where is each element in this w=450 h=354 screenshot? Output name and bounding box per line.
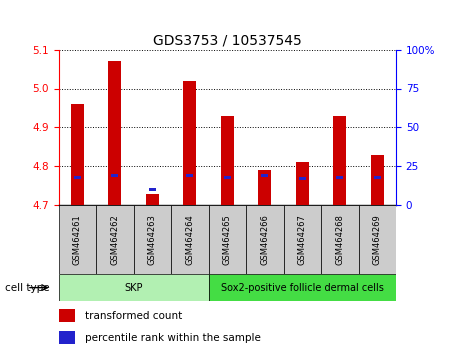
Bar [71,104,84,205]
Text: GSM464264: GSM464264 [185,215,194,265]
Text: GSM464267: GSM464267 [298,215,307,265]
Bar [134,205,171,274]
Bar [246,205,284,274]
Text: GSM464263: GSM464263 [148,215,157,265]
Bar [208,205,246,274]
Bar [183,81,196,205]
Bar [224,176,231,179]
Bar [258,170,271,205]
Bar [220,116,234,205]
Bar [333,116,346,205]
Bar [74,176,81,179]
Bar [148,188,156,191]
Bar [58,205,96,274]
Text: transformed count: transformed count [85,312,182,321]
Text: Sox2-positive follicle dermal cells: Sox2-positive follicle dermal cells [221,282,384,293]
Bar [108,61,122,205]
Bar [261,174,268,177]
Text: GSM464266: GSM464266 [260,215,269,265]
Bar [186,174,194,177]
Bar [284,205,321,274]
Bar [58,274,208,301]
Bar [371,155,384,205]
Text: GSM464262: GSM464262 [110,215,119,265]
Bar [58,309,75,322]
Title: GDS3753 / 10537545: GDS3753 / 10537545 [153,33,302,47]
Bar [171,205,208,274]
Text: cell type: cell type [4,282,49,293]
Bar [96,205,134,274]
Text: GSM464268: GSM464268 [335,215,344,265]
Text: GSM464261: GSM464261 [73,215,82,265]
Bar [111,174,118,177]
Bar [208,274,396,301]
Text: SKP: SKP [124,282,143,293]
Bar [299,177,306,181]
Text: GSM464265: GSM464265 [223,215,232,265]
Bar [374,176,381,179]
Text: percentile rank within the sample: percentile rank within the sample [85,333,261,343]
Bar [296,162,309,205]
Bar [321,205,359,274]
Bar [359,205,396,274]
Text: GSM464269: GSM464269 [373,215,382,265]
Bar [146,194,159,205]
Bar [336,176,343,179]
Bar [58,331,75,343]
